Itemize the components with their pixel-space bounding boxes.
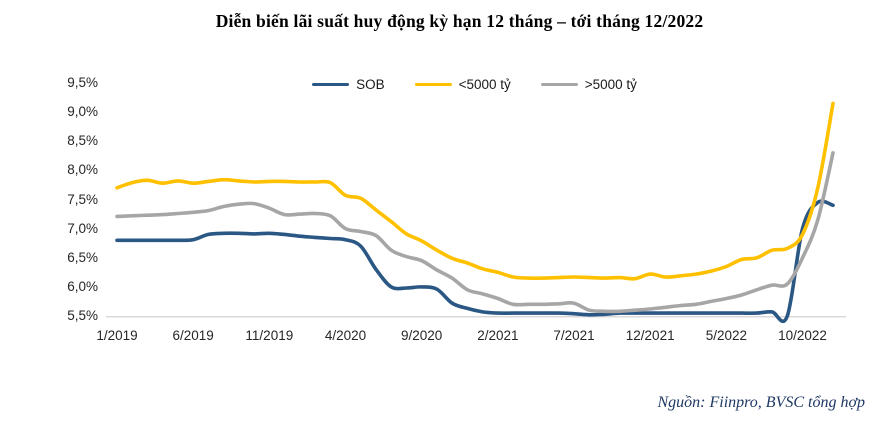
legend-item-3: >5000 tỷ — [540, 77, 637, 92]
chart-legend: SOB <5000 tỷ >5000 tỷ — [60, 77, 889, 92]
legend-label: <5000 tỷ — [458, 77, 511, 92]
legend-line-swatch — [414, 82, 452, 87]
legend-line-swatch — [312, 82, 350, 87]
legend-item-1: SOB — [312, 77, 385, 92]
chart-title: Diễn biến lãi suất huy động kỳ hạn 12 th… — [215, 11, 704, 31]
x-tick-label: 2/2021 — [477, 328, 519, 343]
y-tick-label: 9,5% — [67, 75, 98, 90]
x-tick-label: 10/2022 — [778, 328, 827, 343]
y-tick-label: 5,5% — [67, 308, 98, 323]
x-tick-label: 7/2021 — [553, 328, 595, 343]
y-tick-label: 6,5% — [67, 249, 98, 265]
legend-line-swatch — [540, 82, 578, 87]
x-tick-label: 11/2019 — [245, 328, 294, 343]
y-tick-label: 6,0% — [67, 278, 98, 294]
source-note: Nguồn: Fiinpro, BVSC tổng hợp — [657, 394, 866, 411]
y-tick-label: 9,0% — [67, 104, 98, 120]
x-tick-label: 6/2019 — [172, 328, 214, 343]
legend-label: SOB — [356, 77, 385, 92]
x-tick-label: 5/2022 — [705, 328, 747, 343]
y-tick-label: 7,0% — [67, 220, 98, 236]
y-tick-label: 8,5% — [67, 133, 98, 149]
x-tick-label: 9/2020 — [401, 328, 443, 343]
legend-label: >5000 tỷ — [584, 77, 637, 92]
series-line-3 — [115, 151, 835, 314]
series-line-2 — [115, 101, 835, 281]
y-tick-label: 8,0% — [67, 162, 98, 178]
x-tick-label: 1/2019 — [96, 328, 138, 343]
series-line-1 — [115, 199, 835, 324]
x-tick-label: 12/2021 — [625, 328, 675, 343]
y-tick-label: 7,5% — [67, 191, 98, 207]
legend-item-2: <5000 tỷ — [414, 77, 511, 92]
x-tick-label: 4/2020 — [324, 328, 367, 343]
